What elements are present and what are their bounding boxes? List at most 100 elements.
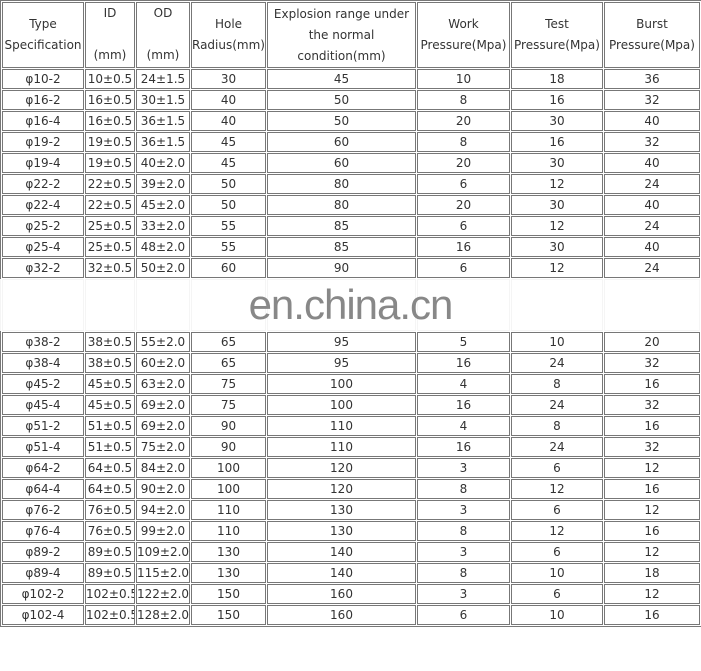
cell-id: 25±0.5 (85, 237, 135, 257)
cell-od: 115±2.0 (136, 563, 190, 583)
cell-od: 69±2.0 (136, 395, 190, 415)
header-type: Type Specification (2, 2, 84, 68)
cell-test-pressure: 12 (511, 521, 603, 541)
cell-od: 39±2.0 (136, 174, 190, 194)
cell-hole-radius: 60 (191, 258, 266, 278)
cell-burst-pressure: 32 (604, 437, 700, 457)
cell-work-pressure: 3 (417, 500, 510, 520)
cell-explosion-range: 95 (267, 332, 416, 352)
cell-work-pressure: 20 (417, 195, 510, 215)
cell-explosion-range: 85 (267, 216, 416, 236)
cell-hole-radius: 50 (191, 195, 266, 215)
cell-type: φ89-4 (2, 563, 84, 583)
table-row: φ45-4 45±0.5 69±2.0 75 100 16 24 32 (2, 395, 700, 415)
cell-type: φ19-4 (2, 153, 84, 173)
cell-explosion-range: 140 (267, 563, 416, 583)
cell-id: 64±0.5 (85, 479, 135, 499)
cell-test-pressure: 24 (511, 353, 603, 373)
cell-hole-radius: 90 (191, 437, 266, 457)
header-line: Pressure(Mpa) (609, 38, 695, 52)
cell-hole-radius: 65 (191, 353, 266, 373)
cell-burst-pressure: 18 (604, 563, 700, 583)
cell-type: φ51-4 (2, 437, 84, 457)
cell-explosion-range: 130 (267, 521, 416, 541)
cell-test-pressure: 16 (511, 90, 603, 110)
cell-id: 38±0.5 (85, 332, 135, 352)
cell-explosion-range: 100 (267, 374, 416, 394)
cell-hole-radius: 45 (191, 132, 266, 152)
cell-test-pressure: 30 (511, 153, 603, 173)
cell-explosion-range: 110 (267, 416, 416, 436)
cell-id: 102±0.5 (85, 605, 135, 625)
table-row: φ22-2 22±0.5 39±2.0 50 80 6 12 24 (2, 174, 700, 194)
header-explosion-range: Explosion range under the normal condition… (267, 2, 416, 68)
cell-od: 24±1.5 (136, 69, 190, 89)
cell-test-pressure: 12 (511, 479, 603, 499)
cell-work-pressure: 5 (417, 332, 510, 352)
cell-burst-pressure: 12 (604, 458, 700, 478)
cell-explosion-range: 110 (267, 437, 416, 457)
table-row: φ38-4 38±0.5 60±2.0 65 95 16 24 32 (2, 353, 700, 373)
cell-explosion-range: 130 (267, 500, 416, 520)
cell-work-pressure: 16 (417, 237, 510, 257)
header-line: condition(mm) (297, 48, 386, 63)
cell-test-pressure: 10 (511, 332, 603, 352)
cell-type: φ22-4 (2, 195, 84, 215)
cell-test-pressure: 30 (511, 195, 603, 215)
header-id: ID (mm) (85, 2, 135, 68)
cell-od: 94±2.0 (136, 500, 190, 520)
cell-id: 22±0.5 (85, 195, 135, 215)
cell-work-pressure: 16 (417, 437, 510, 457)
header-line: Radius(mm) (192, 38, 265, 52)
cell-explosion-range: 85 (267, 237, 416, 257)
cell-explosion-range: 120 (267, 479, 416, 499)
cell-hole-radius: 75 (191, 374, 266, 394)
cell-burst-pressure: 12 (604, 584, 700, 604)
cell-od: 50±2.0 (136, 258, 190, 278)
cell-id: 51±0.5 (85, 416, 135, 436)
table-row: φ64-2 64±0.5 84±2.0 100 120 3 6 12 (2, 458, 700, 478)
header-line: Type (29, 17, 57, 31)
header-line: Hole (214, 17, 243, 31)
table-row: φ102-2 102±0.5 122±2.0 150 160 3 6 12 (2, 584, 700, 604)
cell-type: φ89-2 (2, 542, 84, 562)
cell-type: φ32-2 (2, 258, 84, 278)
header-line: Specification (4, 38, 82, 52)
cell-work-pressure: 4 (417, 416, 510, 436)
cell-work-pressure: 6 (417, 258, 510, 278)
table-row: φ38-2 38±0.5 55±2.0 65 95 5 10 20 (2, 332, 700, 352)
table-row: φ22-4 22±0.5 45±2.0 50 80 20 30 40 (2, 195, 700, 215)
table-row: φ64-4 64±0.5 90±2.0 100 120 8 12 16 (2, 479, 700, 499)
table-row: φ45-2 45±0.5 63±2.0 75 100 4 8 16 (2, 374, 700, 394)
header-line (86, 24, 134, 45)
cell-id: 76±0.5 (85, 521, 135, 541)
cell-work-pressure: 8 (417, 90, 510, 110)
cell-test-pressure: 8 (511, 374, 603, 394)
cell-work-pressure: 8 (417, 132, 510, 152)
cell-burst-pressure: 32 (604, 90, 700, 110)
cell-od: 90±2.0 (136, 479, 190, 499)
cell-hole-radius: 110 (191, 521, 266, 541)
cell-burst-pressure: 20 (604, 332, 700, 352)
cell-od: 128±2.0 (136, 605, 190, 625)
cell-hole-radius: 55 (191, 216, 266, 236)
cell-work-pressure: 8 (417, 563, 510, 583)
cell-burst-pressure: 32 (604, 395, 700, 415)
cell-burst-pressure: 16 (604, 416, 700, 436)
header-row: Type Specification ID (mm) OD (mm) Hole Radiu… (2, 2, 700, 68)
cell-burst-pressure: 16 (604, 374, 700, 394)
cell-type: φ25-4 (2, 237, 84, 257)
cell-work-pressure: 3 (417, 584, 510, 604)
cell-od: 36±1.5 (136, 111, 190, 131)
cell-od: 109±2.0 (136, 542, 190, 562)
cell-od: 33±2.0 (136, 216, 190, 236)
cell-id: 16±0.5 (85, 90, 135, 110)
cell-explosion-range: 50 (267, 111, 416, 131)
cell-work-pressure: 16 (417, 395, 510, 415)
cell-test-pressure: 30 (511, 111, 603, 131)
cell-test-pressure: 18 (511, 69, 603, 89)
header-line (137, 24, 189, 45)
cell-burst-pressure: 40 (604, 111, 700, 131)
cell-work-pressure: 6 (417, 605, 510, 625)
cell-type: φ19-2 (2, 132, 84, 152)
